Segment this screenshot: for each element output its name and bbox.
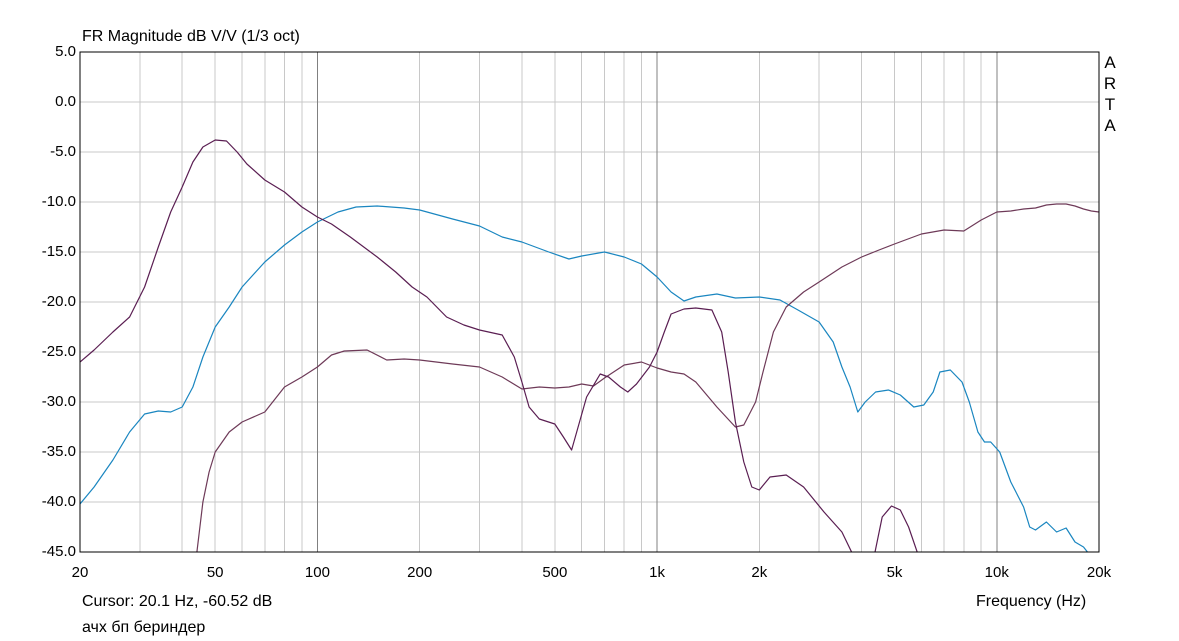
y-tick-label: 5.0 xyxy=(55,43,76,60)
y-tick-label: -35.0 xyxy=(41,443,76,460)
x-tick-label: 50 xyxy=(206,564,224,581)
x-tick-label: 20 xyxy=(71,564,89,581)
major-grid xyxy=(316,52,998,552)
y-tick-label: -45.0 xyxy=(41,543,76,560)
y-tick-label: -10.0 xyxy=(41,193,76,210)
y-tick-label: -40.0 xyxy=(41,493,76,510)
x-tick-label: 500 xyxy=(542,564,568,581)
y-tick-label: -15.0 xyxy=(41,243,76,260)
series-line-3 xyxy=(80,139,918,552)
y-tick-label: 0.0 xyxy=(55,93,76,110)
series-line-1 xyxy=(80,205,1089,552)
x-tick-label: 200 xyxy=(407,564,433,581)
arta-letter: A xyxy=(1104,116,1116,135)
caption-text: ачх бп бериндер xyxy=(82,619,206,636)
chart-title: FR Magnitude dB V/V (1/3 oct) xyxy=(82,28,300,45)
x-tick-label: 2k xyxy=(751,564,768,581)
y-tick-label: -25.0 xyxy=(41,343,76,360)
y-tick-label: -5.0 xyxy=(50,143,76,160)
y-tick-label: -30.0 xyxy=(41,393,76,410)
y-tick-label: -20.0 xyxy=(41,293,76,310)
x-tick-label: 100 xyxy=(304,564,330,581)
series-line-2 xyxy=(196,203,1099,552)
minor-grid xyxy=(80,52,1099,552)
cursor-readout: Cursor: 20.1 Hz, -60.52 dB xyxy=(82,593,273,610)
series-layer xyxy=(80,139,1099,552)
x-tick-label: 1k xyxy=(649,564,665,581)
plot-frame xyxy=(79,51,1100,553)
x-axis-title: Frequency (Hz) xyxy=(976,593,1087,610)
arta-letter: R xyxy=(1103,74,1117,93)
x-tick-label: 5k xyxy=(886,564,903,581)
arta-letter: T xyxy=(1104,95,1116,114)
x-tick-label: 20k xyxy=(1086,564,1112,581)
x-tick-label: 10k xyxy=(984,564,1009,581)
arta-letter: A xyxy=(1104,53,1116,72)
